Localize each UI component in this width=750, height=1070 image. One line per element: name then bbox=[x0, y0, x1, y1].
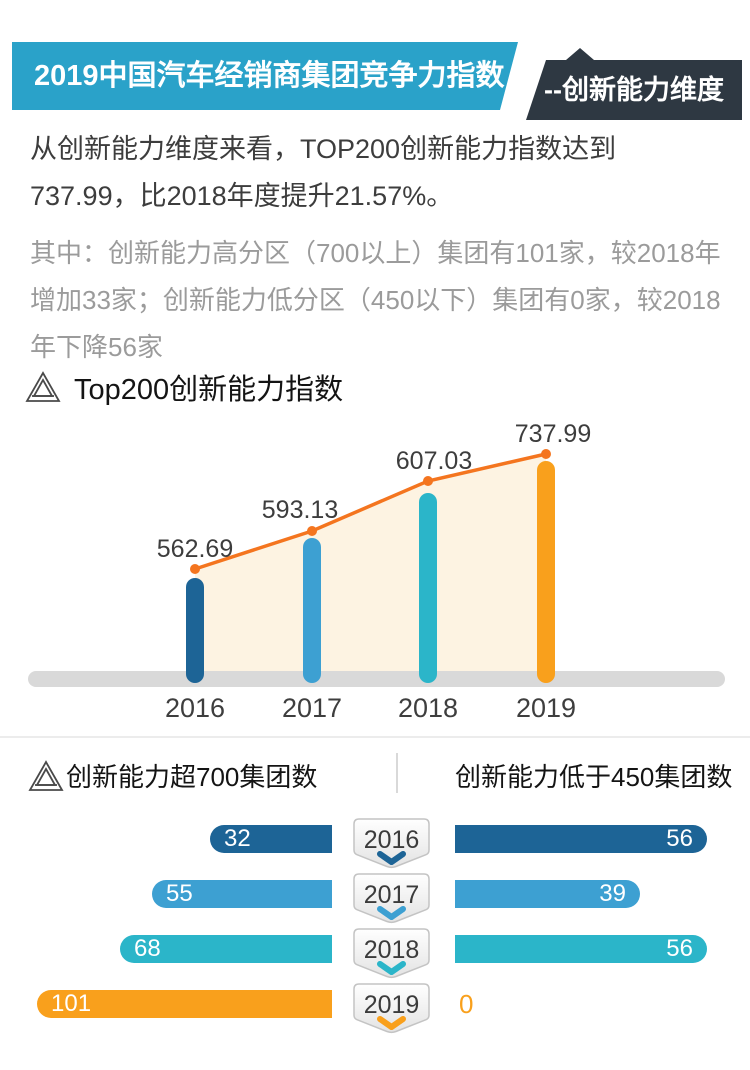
line-marker-2018 bbox=[423, 476, 433, 486]
left-bar-2019: 101 bbox=[37, 990, 332, 1018]
right-bar-2018: 56 bbox=[455, 935, 707, 963]
chevron-down-icon bbox=[377, 851, 406, 865]
index-bar-2016 bbox=[186, 578, 204, 683]
line-area-fill bbox=[195, 454, 546, 671]
value-label: 562.69 bbox=[157, 535, 233, 563]
main-chart-title: Top200创新能力指数 bbox=[74, 374, 344, 406]
line-marker-2016 bbox=[190, 564, 200, 574]
intro-paragraph-1: 从创新能力维度来看，TOP200创新能力指数达到737.99，比2018年度提升… bbox=[30, 134, 617, 211]
triangle-logo-icon bbox=[25, 371, 61, 402]
year-row-2019: 101 2019 0 bbox=[0, 977, 750, 1034]
x-axis-label: 2019 bbox=[516, 693, 576, 723]
page-title: 2019中国汽车经销商集团竞争力指数 bbox=[34, 60, 505, 92]
badge-year-label: 2018 bbox=[364, 936, 420, 964]
index-line bbox=[194, 452, 547, 571]
intro-paragraph-2: 其中：创新能力高分区（700以上）集团有101家，较2018年增加33家；创新能… bbox=[30, 238, 721, 362]
value-label: 607.03 bbox=[396, 447, 472, 475]
header-sub-banner: --创新能力维度 bbox=[526, 48, 742, 120]
page-subtitle: --创新能力维度 bbox=[544, 75, 724, 105]
line-marker-2017 bbox=[307, 526, 317, 536]
left-bar-2016: 32 bbox=[210, 825, 332, 853]
top200-index-chart: 562.69 593.13 607.03 737.99 2016 2017 2018 2019 bbox=[28, 420, 725, 723]
title-divider bbox=[396, 753, 398, 793]
header-banner: 2019中国汽车经销商集团竞争力指数 bbox=[12, 42, 518, 110]
badge-year-label: 2019 bbox=[364, 991, 420, 1019]
main-chart-title-row: Top200创新能力指数 bbox=[25, 366, 343, 408]
badge-shape bbox=[353, 983, 430, 1034]
year-row-2017: 55 2017 39 bbox=[0, 867, 750, 924]
year-bar-rows: 32 2016 56 55 2017 39 68 2018 56 101 2019 0 bbox=[0, 812, 750, 1036]
line-marker-2019 bbox=[541, 449, 551, 459]
triangle-logo-icon bbox=[28, 760, 64, 791]
value-label: 737.99 bbox=[515, 420, 591, 448]
chevron-down-icon bbox=[377, 906, 406, 920]
year-badge-2017: 2017 bbox=[353, 873, 430, 924]
year-badge-2019: 2019 bbox=[353, 983, 430, 1034]
index-bar-2018 bbox=[419, 493, 437, 683]
right-bar-2016: 56 bbox=[455, 825, 707, 853]
left-bar-2017: 55 bbox=[152, 880, 332, 908]
left-bar-2018: 68 bbox=[120, 935, 332, 963]
chevron-down-icon bbox=[377, 961, 406, 975]
x-axis-label: 2017 bbox=[282, 693, 342, 723]
year-row-2016: 32 2016 56 bbox=[0, 812, 750, 869]
chart-baseline bbox=[28, 671, 725, 687]
badge-shape bbox=[353, 873, 430, 924]
index-bar-2017 bbox=[303, 538, 321, 683]
right-zero-value-2019: 0 bbox=[459, 989, 474, 1019]
chevron-down-icon bbox=[377, 1016, 406, 1030]
year-badge-2018: 2018 bbox=[353, 928, 430, 979]
badge-shape bbox=[353, 928, 430, 979]
year-badge-2016: 2016 bbox=[353, 818, 430, 869]
section-divider bbox=[0, 736, 750, 738]
right-chart-title: 创新能力低于450集团数 bbox=[455, 762, 733, 792]
index-bar-2019 bbox=[537, 461, 555, 683]
left-chart-title: 创新能力超700集团数 bbox=[66, 762, 318, 792]
value-label: 593.13 bbox=[262, 496, 338, 524]
right-bar-2017: 39 bbox=[455, 880, 640, 908]
badge-shape bbox=[353, 818, 430, 869]
year-row-2018: 68 2018 56 bbox=[0, 922, 750, 979]
x-axis-label: 2018 bbox=[398, 693, 458, 723]
x-axis-label: 2016 bbox=[165, 693, 225, 723]
badge-year-label: 2017 bbox=[364, 881, 420, 909]
badge-year-label: 2016 bbox=[364, 826, 420, 854]
